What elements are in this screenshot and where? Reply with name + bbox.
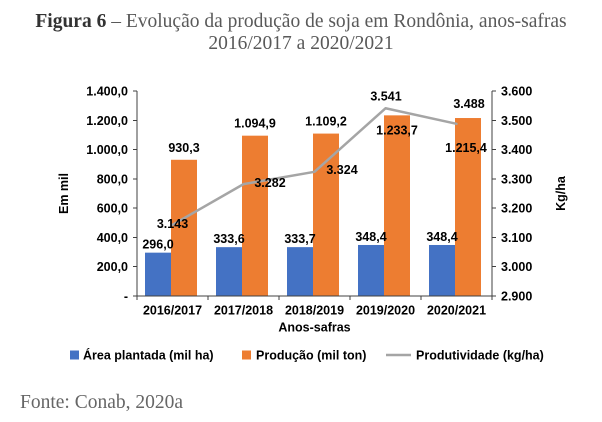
y-tick-label: 1.000,0: [86, 143, 128, 157]
bar-production: [171, 159, 197, 296]
y-tick-label: 1.400,0: [86, 85, 128, 99]
legend-item-productivity: Produtividade (kg/ha): [386, 349, 544, 363]
y2-tick-label: 3.000: [501, 260, 532, 274]
y2-tick-label: 3.200: [501, 202, 532, 216]
axes: - 200,0 400,0 600,0 800,0 1.000,0 1.200,0 1.400…: [86, 85, 532, 318]
figure-caption: Figura 6 – Evolução da produção de soja …: [0, 11, 602, 55]
bar-production: [242, 135, 268, 296]
legend-item-production: Produção (mil ton): [242, 349, 366, 363]
data-label-production: 1.233,7: [376, 123, 418, 137]
data-label-production: 930,3: [168, 141, 199, 155]
legend-label-productivity: Produtividade (kg/ha): [416, 349, 544, 363]
data-label-area: 296,0: [142, 238, 173, 252]
x-tick-label: 2019/2020: [356, 304, 415, 318]
legend-item-area: Área plantada (mil ha): [70, 348, 214, 363]
caption-line-2: 2016/2017 a 2020/2021: [0, 33, 602, 55]
bar-area: [287, 247, 313, 296]
data-label-area: 333,6: [213, 232, 244, 246]
y2-tick-label: 3.100: [501, 231, 532, 245]
legend-label-area: Área plantada (mil ha): [83, 348, 214, 363]
bar-area: [429, 244, 455, 296]
data-label-productivity: 3.282: [254, 176, 285, 190]
caption-line-1: Figura 6 – Evolução da produção de soja …: [0, 11, 602, 33]
legend-swatch-area: [70, 350, 79, 360]
y-tick-label: 600,0: [97, 202, 128, 216]
bar-production: [313, 133, 339, 296]
bar-production: [384, 115, 410, 296]
bar-area: [145, 252, 171, 296]
y-tick-label: 1.200,0: [86, 114, 128, 128]
x-tick-label: 2016/2017: [143, 304, 202, 318]
x-tick-label: 2020/2021: [427, 304, 486, 318]
data-label-area: 348,4: [355, 230, 386, 244]
data-label-production: 1.215,4: [445, 141, 487, 155]
data-label-productivity: 3.488: [453, 97, 484, 111]
y-axis-title: Em mil: [57, 173, 71, 214]
figure-source: Fonte: Conab, 2020a: [20, 392, 184, 413]
y2-axis-title: Kg/ha: [554, 175, 568, 211]
data-label-area: 333,7: [284, 232, 315, 246]
legend: Área plantada (mil ha) Produção (mil ton…: [70, 348, 544, 363]
bar-series-group: [145, 115, 481, 296]
data-label-productivity: 3.143: [157, 217, 188, 231]
y2-tick-label: 3.500: [501, 114, 532, 128]
y2-tick-label: 3.400: [501, 143, 532, 157]
figure-title-continued: 2016/2017 a 2020/2021: [208, 33, 394, 54]
y2-tick-label: 2.900: [501, 290, 532, 304]
bar-area: [358, 244, 384, 296]
bar-area: [216, 247, 242, 296]
x-tick-label: 2018/2019: [285, 304, 344, 318]
legend-swatch-production: [242, 350, 251, 360]
legend-label-production: Produção (mil ton): [256, 349, 366, 363]
figure-label: Figura 6: [35, 11, 107, 32]
y-tick-label: 200,0: [97, 260, 128, 274]
figure-title: – Evolução da produção de soja em Rondôn…: [111, 11, 567, 32]
bar-production: [455, 118, 481, 296]
x-axis-title: Anos-safras: [278, 321, 350, 335]
x-tick-label: 2017/2018: [214, 304, 273, 318]
data-label-production: 1.109,2: [305, 115, 347, 129]
data-label-productivity: 3.324: [326, 163, 357, 177]
series-line-productivity: [171, 107, 458, 227]
y-tick-label: -: [124, 290, 128, 304]
data-label-area: 348,4: [426, 230, 457, 244]
data-labels: 296,0 333,6 333,7 348,4 348,4 930,3 1.094,9 1.1…: [142, 89, 487, 251]
y2-tick-label: 3.300: [501, 172, 532, 186]
data-label-production: 1.094,9: [234, 117, 276, 131]
line-series-group: [171, 107, 458, 227]
y2-tick-label: 3.600: [501, 85, 532, 99]
y-tick-label: 800,0: [97, 172, 128, 186]
y-tick-label: 400,0: [97, 231, 128, 245]
data-label-productivity: 3.541: [370, 89, 401, 103]
